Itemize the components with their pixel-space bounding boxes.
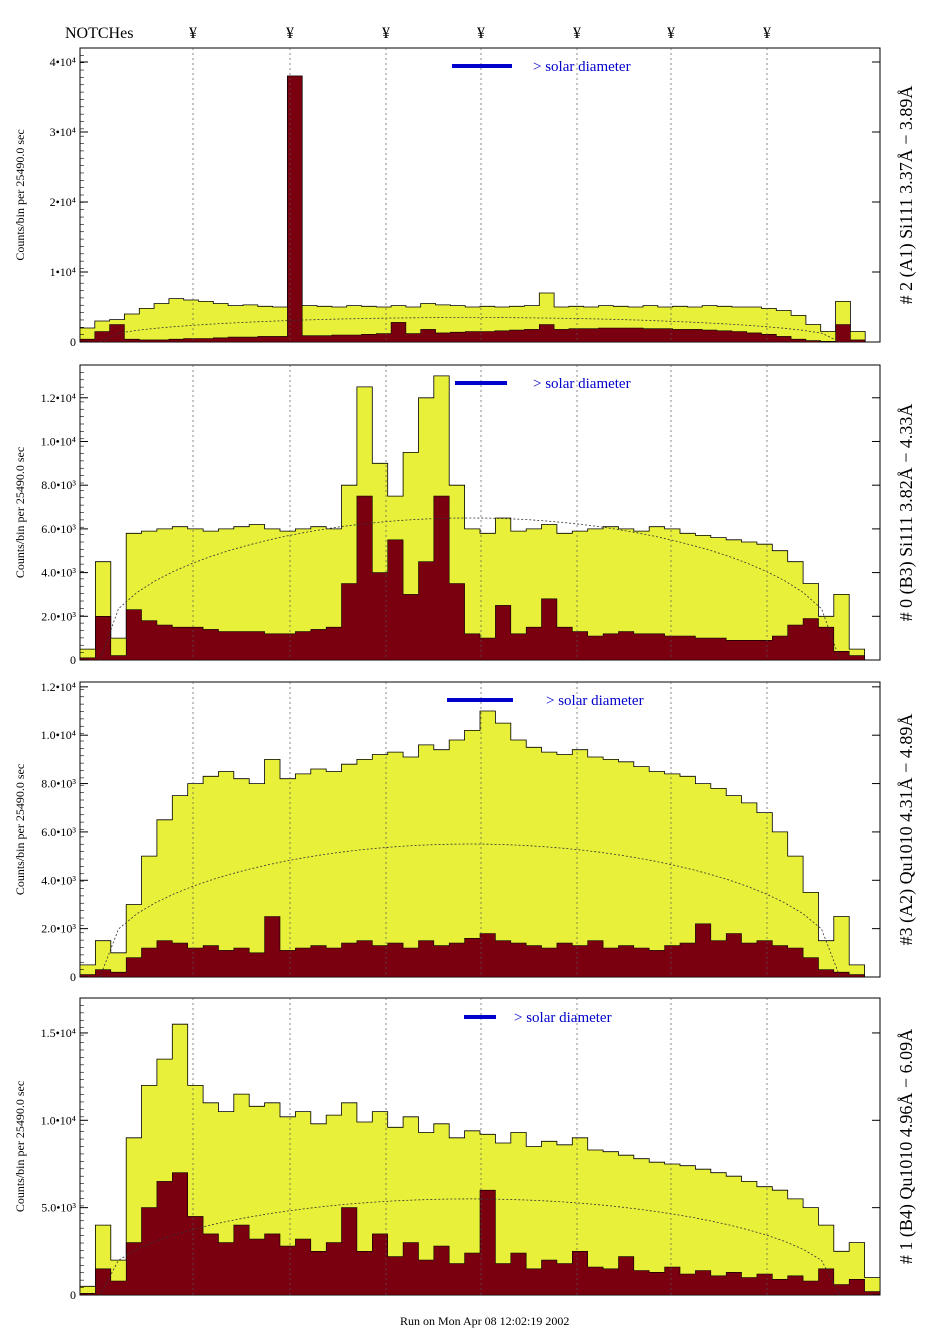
chart-panel: 0 2.0•10³ 4.0•10³ 6.0•10³ 8.0•10³ 1.0•10⁴ 1.2•… bbox=[13, 680, 917, 984]
y-axis-label: Counts/bin per 25490.0 sec bbox=[13, 1081, 27, 1212]
y-tick-label: 2.0•10³ bbox=[41, 922, 76, 936]
y-tick-label: 0 bbox=[70, 653, 76, 667]
series-dark-area bbox=[79, 75, 880, 343]
y-tick-label: 4•10⁴ bbox=[50, 55, 76, 69]
panel-title: #3 (A2) Qu1010 4.31Å − 4.89Å bbox=[896, 714, 917, 946]
legend-label: > solar diameter bbox=[533, 376, 631, 392]
y-tick-label: 1•10⁴ bbox=[50, 265, 76, 279]
chart-panel: 0 1•10⁴ 2•10⁴ 3•10⁴ 4•10⁴ Counts/bin per 2549… bbox=[13, 47, 917, 349]
chart-panel: 0 2.0•10³ 4.0•10³ 6.0•10³ 8.0•10³ 1.0•10⁴ 1.2•… bbox=[13, 364, 917, 667]
series-total-area bbox=[79, 75, 880, 343]
y-tick-label: 4.0•10³ bbox=[41, 566, 76, 580]
series-dark-area bbox=[79, 1172, 881, 1296]
legend-label: > solar diameter bbox=[533, 59, 631, 75]
y-tick-label: 1.2•10⁴ bbox=[41, 680, 76, 694]
notch-symbol: ¥ bbox=[763, 25, 771, 42]
series-total-area bbox=[79, 375, 880, 661]
series-total-area bbox=[79, 1023, 881, 1296]
notch-symbol: ¥ bbox=[667, 25, 675, 42]
y-tick-label: 0 bbox=[70, 970, 76, 984]
run-timestamp: Run on Mon Apr 08 12:02:19 2002 bbox=[400, 1314, 569, 1328]
legend-label: > solar diameter bbox=[514, 1010, 612, 1026]
y-tick-label: 0 bbox=[70, 335, 76, 349]
y-tick-label: 6.0•10³ bbox=[41, 522, 76, 536]
model-curve bbox=[99, 517, 841, 661]
panel-title: # 1 (B4) Qu1010 4.96Å − 6.09Å bbox=[896, 1029, 917, 1264]
notch-symbol: ¥ bbox=[573, 25, 581, 42]
y-tick-label: 2.0•10³ bbox=[41, 609, 76, 623]
y-tick-label: 4.0•10³ bbox=[41, 873, 76, 887]
notch-symbol: ¥ bbox=[286, 25, 294, 42]
chart-panel: 0 5.0•10³ 1.0•10⁴ 1.5•10⁴ Counts/bin per 254… bbox=[13, 997, 917, 1302]
series-dark-area bbox=[79, 916, 880, 978]
y-tick-label: 3•10⁴ bbox=[50, 125, 76, 139]
y-tick-label: 1.0•10⁴ bbox=[41, 1113, 76, 1127]
y-tick-label: 1.0•10⁴ bbox=[41, 728, 76, 742]
notches-label: NOTCHes bbox=[65, 25, 133, 42]
panel-title: # 2 (A1) Si111 3.37Å − 3.89Å bbox=[896, 86, 917, 305]
y-axis-label: Counts/bin per 25490.0 sec bbox=[13, 129, 27, 260]
panel-title: # 0 (B3) Si111 3.82Å − 4.33Å bbox=[896, 404, 917, 622]
notch-symbol: ¥ bbox=[477, 25, 485, 42]
y-tick-label: 6.0•10³ bbox=[41, 825, 76, 839]
y-axis-label: Counts/bin per 25490.0 sec bbox=[13, 764, 27, 895]
model-curve bbox=[99, 317, 841, 343]
plot-frame bbox=[79, 47, 881, 343]
series-dark-area bbox=[79, 495, 880, 661]
y-tick-label: 1.0•10⁴ bbox=[41, 434, 76, 448]
notch-symbol: ¥ bbox=[382, 25, 390, 42]
notch-marks: ¥ ¥ ¥ ¥ ¥ ¥ ¥ bbox=[189, 25, 771, 42]
y-tick-label: 1.5•10⁴ bbox=[41, 1026, 76, 1040]
y-axis-label: Counts/bin per 25490.0 sec bbox=[13, 447, 27, 578]
y-tick-label: 0 bbox=[70, 1288, 76, 1302]
model-curve bbox=[99, 843, 841, 978]
y-tick-label: 5.0•10³ bbox=[41, 1201, 76, 1215]
y-tick-label: 1.2•10⁴ bbox=[41, 391, 76, 405]
legend-label: > solar diameter bbox=[546, 693, 644, 709]
y-tick-label: 8.0•10³ bbox=[41, 478, 76, 492]
y-tick-label: 2•10⁴ bbox=[50, 195, 76, 209]
notch-symbol: ¥ bbox=[189, 25, 197, 42]
chart-panels: 0 1•10⁴ 2•10⁴ 3•10⁴ 4•10⁴ Counts/bin per 2549… bbox=[13, 47, 917, 1302]
y-tick-label: 8.0•10³ bbox=[41, 777, 76, 791]
